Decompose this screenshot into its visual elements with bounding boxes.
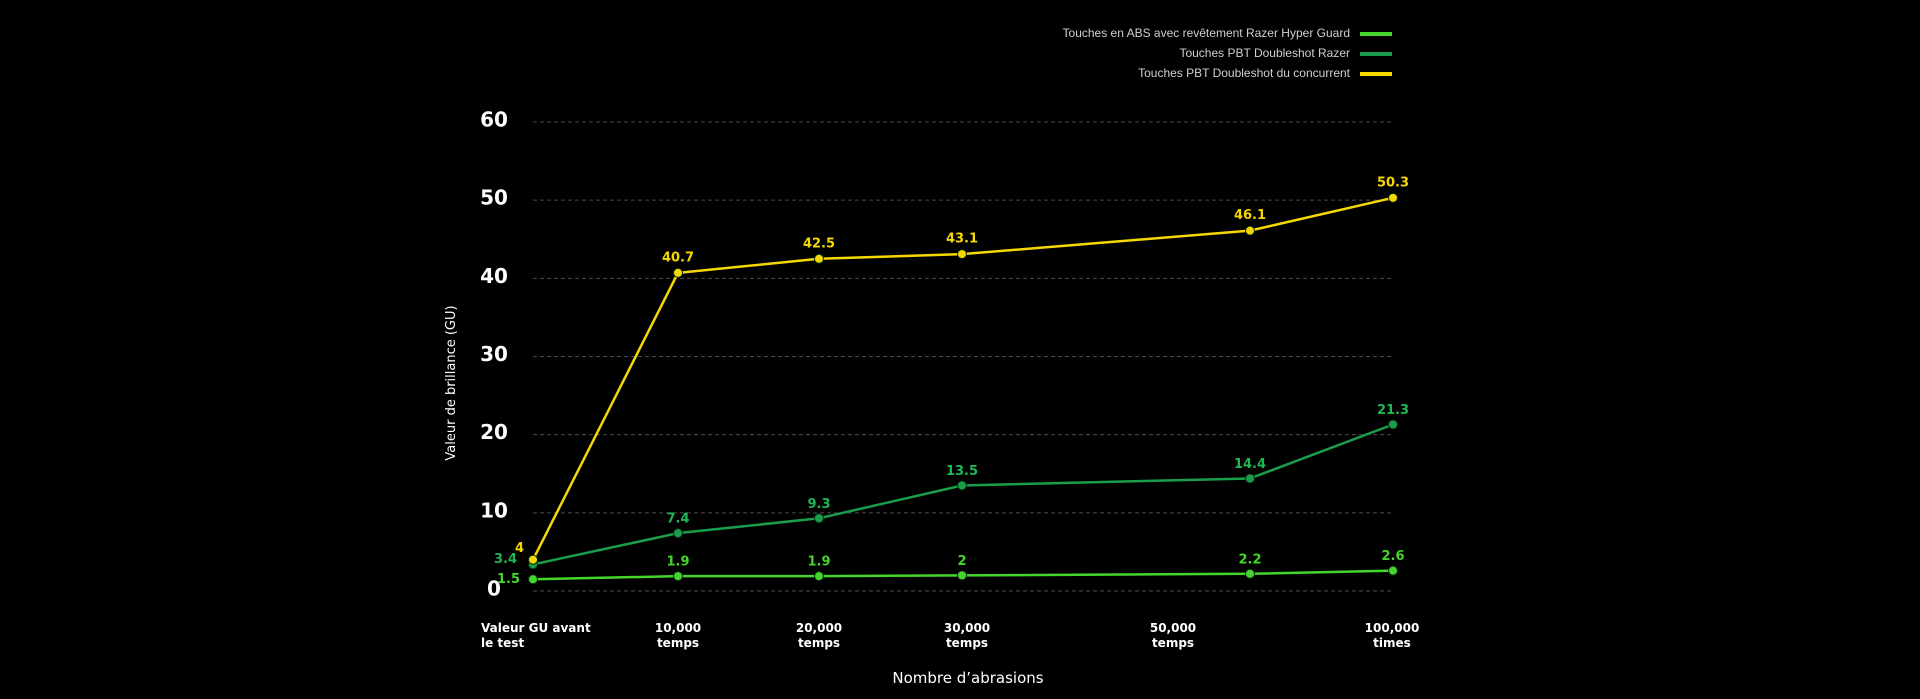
data-label: 2.6 xyxy=(1381,549,1404,564)
data-point xyxy=(673,267,683,278)
legend: Touches en ABS avec revêtement Razer Hyp… xyxy=(1063,26,1392,80)
data-point xyxy=(1388,192,1398,203)
series-line xyxy=(532,569,1394,581)
data-point xyxy=(814,513,824,524)
data-point xyxy=(528,554,538,565)
legend-label: Touches en ABS avec revêtement Razer Hyp… xyxy=(1063,26,1350,40)
x-tick-label: 50,000 temps xyxy=(1150,621,1196,650)
data-label: 46.1 xyxy=(1234,208,1266,223)
data-point xyxy=(673,528,683,539)
data-label: 2 xyxy=(957,554,966,569)
data-label: 13.5 xyxy=(946,464,978,479)
data-label: 4 xyxy=(515,541,524,556)
data-label: 42.5 xyxy=(803,236,835,251)
y-tick-label: 10 xyxy=(480,498,508,522)
data-label: 9.3 xyxy=(807,497,830,512)
y-tick-label: 0 xyxy=(487,577,501,601)
x-tick-label: 100,000 times xyxy=(1365,621,1420,650)
data-point xyxy=(528,574,538,585)
y-tick-label: 50 xyxy=(480,186,508,210)
y-axis-ticks: 0 10 20 30 40 50 60 xyxy=(480,108,508,601)
data-label: 1.5 xyxy=(497,572,520,587)
data-point xyxy=(1388,565,1398,576)
x-axis-ticks: Valeur GU avant le test 10,000 temps 20,000 t… xyxy=(481,621,1419,650)
data-label: 43.1 xyxy=(946,232,978,247)
legend-label: Touches PBT Doubleshot Razer xyxy=(1179,46,1350,60)
data-point xyxy=(1388,419,1398,430)
series-2: 3.4 7.4 9.3 13.5 14.4 21.3 xyxy=(494,403,1409,570)
series-line xyxy=(531,196,1394,561)
series-lines: 1.5 1.9 1.9 2 2.2 2.6 3.4 7.4 9.3 13.5 14.4 21.3 4 40… xyxy=(494,175,1409,586)
legend-label: Touches PBT Doubleshot du concurrent xyxy=(1138,66,1351,80)
x-tick-label: 20,000 temps xyxy=(796,621,842,650)
data-label: 1.9 xyxy=(666,555,689,570)
data-label: 7.4 xyxy=(666,512,689,527)
series-1: 1.5 1.9 1.9 2 2.2 2.6 xyxy=(497,549,1405,587)
x-tick-label: Valeur GU avant le test xyxy=(481,621,591,650)
y-axis-title: Valeur de brillance (GU) xyxy=(444,305,459,460)
data-point xyxy=(814,253,824,264)
y-tick-label: 40 xyxy=(480,264,508,288)
x-tick-label: 30,000 temps xyxy=(944,621,990,650)
data-label: 21.3 xyxy=(1377,403,1409,418)
data-point xyxy=(957,480,967,491)
data-point xyxy=(673,571,683,582)
data-label: 50.3 xyxy=(1377,175,1409,190)
data-point xyxy=(957,249,967,260)
data-point xyxy=(1245,473,1255,484)
data-label: 1.9 xyxy=(807,555,830,570)
data-point xyxy=(814,571,824,582)
x-axis-title: Nombre d’abrasions xyxy=(892,669,1043,687)
grid xyxy=(533,121,1393,592)
data-label: 14.4 xyxy=(1234,457,1266,472)
y-tick-label: 60 xyxy=(480,108,508,132)
data-label: 2.2 xyxy=(1238,552,1261,567)
data-point xyxy=(957,570,967,581)
y-tick-label: 20 xyxy=(480,420,508,444)
y-tick-label: 30 xyxy=(480,342,508,366)
data-label: 3.4 xyxy=(494,552,517,567)
series-line xyxy=(532,423,1394,566)
data-point xyxy=(1245,568,1255,579)
series-3: 4 40.7 42.5 43.1 46.1 50.3 xyxy=(515,175,1409,565)
x-tick-label: 10,000 temps xyxy=(655,621,701,650)
data-point xyxy=(1245,225,1255,236)
data-label: 40.7 xyxy=(662,250,694,265)
